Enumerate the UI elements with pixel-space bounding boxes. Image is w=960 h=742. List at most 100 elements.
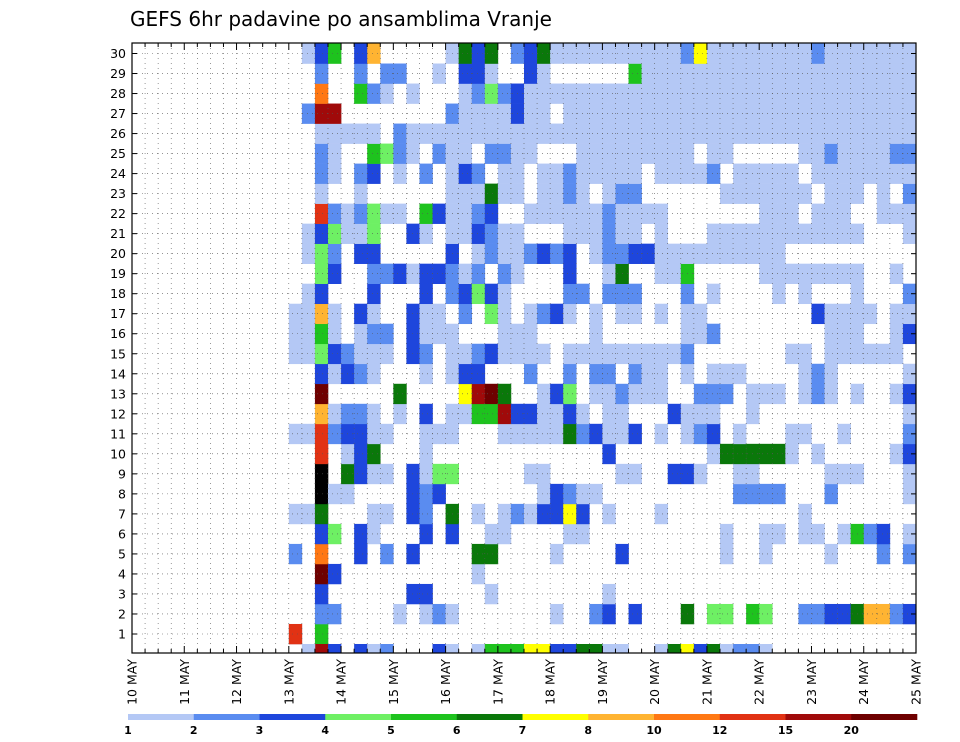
heatmap-cell (432, 303, 446, 325)
heatmap-cell (733, 423, 747, 445)
heatmap-cell (367, 163, 381, 184)
heatmap-cell (602, 283, 616, 305)
heatmap-cell (902, 523, 917, 545)
heatmap-cell (654, 383, 669, 405)
heatmap-cell (628, 603, 642, 625)
heatmap-cell (471, 503, 486, 525)
heatmap-cell (837, 183, 851, 204)
heatmap-cell (733, 163, 747, 184)
heatmap-cell (811, 223, 825, 244)
heatmap-cell (706, 43, 721, 64)
heatmap-cell (759, 263, 773, 284)
heatmap-cell (589, 603, 603, 625)
heatmap-cell (550, 383, 564, 405)
heatmap-cell (497, 83, 512, 104)
heatmap-cell (641, 103, 655, 124)
heatmap-cell (419, 503, 433, 525)
heatmap-cell (641, 143, 655, 164)
heatmap-cell (419, 203, 433, 224)
heatmap-cell (380, 503, 394, 525)
heatmap-cell (902, 83, 917, 104)
heatmap-cell (484, 383, 499, 405)
heatmap-cell (419, 463, 433, 485)
heatmap-cell (563, 303, 577, 325)
heatmap-cell (301, 343, 316, 365)
heatmap-cell (654, 203, 669, 224)
heatmap-cell (902, 543, 917, 565)
heatmap-cell (902, 143, 917, 164)
heatmap-cell (706, 443, 721, 465)
heatmap-cell (837, 123, 851, 144)
heatmap-cell (314, 143, 329, 164)
heatmap-cell (314, 423, 329, 445)
heatmap-cell (589, 223, 603, 244)
heatmap-cell (863, 83, 878, 104)
heatmap-cell (772, 203, 786, 224)
heatmap-cell (876, 523, 891, 545)
heatmap-cell (706, 243, 721, 264)
heatmap-cell (759, 443, 773, 465)
heatmap-cell (889, 303, 904, 325)
heatmap-cell (406, 543, 420, 565)
heatmap-cell (406, 83, 420, 104)
heatmap-cell (288, 503, 303, 525)
heatmap-cell (367, 123, 381, 144)
heatmap-cell (406, 143, 420, 164)
heatmap-cell (550, 603, 564, 625)
heatmap-cell (563, 43, 577, 64)
heatmap-cell (354, 203, 368, 224)
heatmap-cell (824, 303, 838, 325)
heatmap-cell (458, 283, 473, 305)
heatmap-cell (367, 283, 381, 305)
heatmap-cell (902, 283, 917, 305)
heatmap-cell (380, 463, 394, 485)
heatmap-cell (693, 644, 708, 653)
heatmap-cell (889, 323, 904, 345)
heatmap-cell (693, 103, 708, 124)
heatmap-cell (484, 223, 499, 244)
heatmap-cell (759, 543, 773, 565)
heatmap-cell (393, 123, 407, 144)
heatmap-cell (471, 383, 486, 405)
y-tick-label: 1 (118, 626, 126, 641)
heatmap-cell (406, 323, 420, 345)
heatmap-cell (537, 203, 551, 224)
color-key-label: 3 (256, 724, 264, 737)
heatmap-cell (328, 203, 342, 224)
y-tick-label: 2 (118, 606, 126, 621)
heatmap-cell (524, 303, 538, 325)
heatmap-cell (706, 143, 721, 164)
heatmap-cell (419, 423, 433, 445)
heatmap-cell (563, 163, 577, 184)
heatmap-cell (863, 43, 878, 64)
heatmap-cell (393, 603, 407, 625)
color-key-swatch (719, 714, 786, 720)
heatmap-cell (654, 503, 669, 525)
heatmap-cell (471, 43, 486, 64)
heatmap-cell (419, 283, 433, 305)
heatmap-cell (811, 363, 825, 385)
heatmap-cell (328, 163, 342, 184)
heatmap-cell (628, 83, 642, 104)
heatmap-cell (328, 363, 342, 385)
heatmap-cell (720, 543, 734, 565)
heatmap-cell (314, 83, 329, 104)
heatmap-cell (354, 543, 368, 565)
heatmap-cell (706, 423, 721, 445)
heatmap-cell (628, 363, 642, 385)
heatmap-cell (798, 503, 812, 525)
heatmap-cell (641, 243, 655, 264)
heatmap-cell (301, 644, 316, 653)
color-key-swatch (259, 714, 326, 720)
heatmap-cell (471, 283, 486, 305)
heatmap-cell (811, 103, 825, 124)
heatmap-cell (458, 363, 473, 385)
heatmap-cell (654, 163, 669, 184)
heatmap-cell (837, 463, 851, 485)
heatmap-cell (759, 83, 773, 104)
heatmap-cell (693, 83, 708, 104)
heatmap-cell (458, 403, 473, 425)
y-tick-label: 11 (110, 426, 126, 441)
heatmap-cell (328, 323, 342, 345)
x-tick-label: 22 MAY (752, 659, 767, 705)
